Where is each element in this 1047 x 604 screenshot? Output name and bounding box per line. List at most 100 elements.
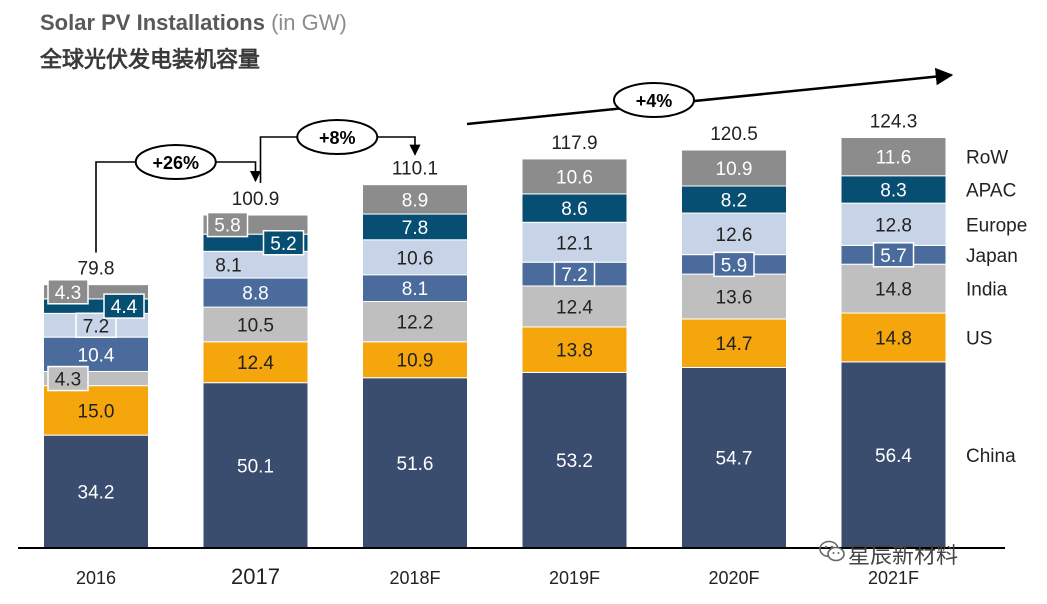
bar-2019f-europe [521,221,628,263]
value-label-2017-row: 5.8 [214,216,240,237]
wechat-icon [819,540,845,562]
label-box-2019f-japan [553,261,596,287]
category-label-2020f: 2020F [708,568,759,588]
bar-2018f-china [362,377,468,549]
chart-title: Solar PV Installations (in GW) [40,10,347,36]
value-label-2020f-us: 14.7 [716,334,753,355]
value-label-2018f-japan: 8.1 [402,279,428,300]
value-label-2020f-row: 10.9 [716,159,753,180]
value-label-2017-india: 10.5 [237,315,274,336]
growth-arrow-3 [466,67,954,126]
legend-india: India [966,280,1008,301]
growth-annotation-2-text: +8% [319,128,356,148]
total-label-2021f: 124.3 [870,111,918,132]
bar-2019f-china [521,371,628,549]
total-label-2019f: 117.9 [551,133,597,154]
growth-annotation-1-text: +26% [152,153,199,173]
value-label-2017-europe: 8.1 [215,256,241,277]
bar-2018f-europe [362,239,468,276]
bar-2016-china [43,434,149,549]
value-label-2016-row: 4.3 [55,283,81,304]
category-label-2021f: 2021F [868,568,919,588]
bar-2017-india [202,306,309,343]
label-box-2016-india [47,365,89,392]
growth-annotation-2-oval [296,119,379,155]
value-label-2018f-apac: 7.8 [402,218,428,239]
legend-china: China [966,446,1016,467]
value-label-2021f-us: 14.8 [875,328,912,349]
value-label-2019f-europe: 12.1 [556,233,593,254]
bar-2018f-us [362,341,468,379]
total-label-2017: 100.9 [232,189,280,210]
bar-2020f-china [681,366,787,549]
total-label-2020f: 120.5 [710,124,758,145]
chart-subtitle: 全球光伏发电装机容量 [40,48,261,73]
growth-annotation-1-oval [134,144,217,180]
value-label-2016-india: 4.3 [55,370,81,391]
label-box-2016-row [47,279,89,305]
value-label-2021f-china: 56.4 [875,446,912,467]
title-unit: (in GW) [271,10,347,35]
bar-2021f-europe [840,202,947,246]
bar-2018f-row [362,184,468,215]
bar-2021f-us [840,312,947,363]
bar-2019f-row [521,158,628,195]
growth-annotation-3-text: +4% [636,91,673,111]
value-label-2019f-apac: 8.6 [561,199,587,220]
value-label-2021f-row: 11.6 [876,148,912,169]
category-label-2019f: 2019F [549,568,600,588]
value-label-2019f-row: 10.6 [556,167,593,188]
bar-2016-us [43,385,149,436]
value-label-2016-china: 34.2 [78,483,115,504]
total-label-2018f: 110.1 [392,159,438,180]
value-label-2018f-row: 8.9 [402,190,428,211]
value-label-2018f-europe: 10.6 [397,248,434,269]
value-label-2017-japan: 8.8 [242,284,268,305]
bar-2020f-row [681,149,787,187]
bar-2021f-china [840,361,947,549]
growth-annotation-3: +4% [613,82,695,118]
total-label-2016: 79.8 [78,259,115,280]
watermark-text: 星辰新材料 [848,544,959,569]
value-label-2016-japan: 10.4 [78,345,115,366]
value-label-2016-apac: 4.4 [111,297,138,318]
legend-japan: Japan [966,246,1018,267]
bar-2019f-apac [521,193,628,223]
category-label-2017: 2017 [231,564,280,589]
label-box-2016-apac [103,293,145,319]
title-block: Solar PV Installations (in GW) 全球光伏发电装机容… [40,10,347,74]
value-label-2020f-india: 13.6 [716,288,753,309]
legend-apac: APAC [966,180,1016,201]
bar-2017-us [202,341,309,384]
bar-2021f-row [840,136,947,177]
bar-2019f-us [521,326,628,373]
value-label-2018f-china: 51.6 [397,454,434,475]
value-label-2021f-europe: 12.8 [875,215,912,236]
label-box-2020f-japan [713,251,755,278]
value-label-2017-apac: 5.2 [270,234,296,255]
growth-annotation-3-oval [613,82,695,118]
value-label-2020f-europe: 12.6 [716,225,753,246]
value-label-2020f-japan: 5.9 [721,255,747,276]
value-label-2019f-us: 13.8 [556,341,593,362]
legend-row: RoW [966,148,1008,169]
value-label-2019f-japan: 7.2 [561,265,587,286]
value-label-2017-china: 50.1 [237,456,274,477]
bar-2017-europe [202,250,309,279]
growth-annotation-1: +26% [134,144,217,180]
value-label-2021f-apac: 8.3 [880,180,906,201]
value-label-2018f-india: 12.2 [397,313,434,334]
bar-2020f-india [681,273,787,320]
category-label-2018f: 2018F [389,568,440,588]
value-label-2019f-india: 12.4 [556,297,593,318]
value-label-2021f-japan: 5.7 [880,246,906,267]
legend-europe: Europe [966,215,1027,236]
growth-annotation-2: +8% [296,119,379,155]
value-label-2017-us: 12.4 [237,353,274,374]
value-label-2020f-apac: 8.2 [721,191,747,212]
bar-2018f-india [362,300,468,343]
value-label-2021f-india: 14.8 [875,280,912,301]
value-label-2016-us: 15.0 [78,401,115,422]
label-box-2017-apac [262,230,305,256]
